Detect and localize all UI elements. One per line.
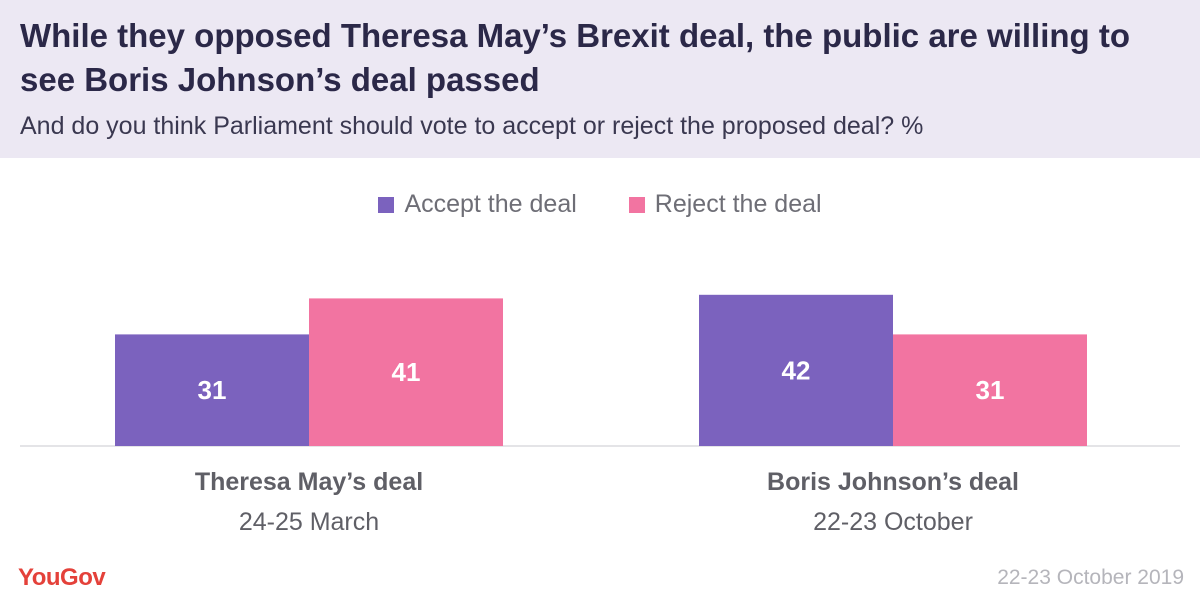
data-label-accept-0: 31	[198, 375, 227, 405]
legend-item-reject: Reject the deal	[628, 190, 822, 219]
category-label-may: Theresa May’s deal	[194, 468, 424, 496]
chart-title: While they opposed Theresa May’s Brexit …	[20, 17, 1131, 98]
legend-label-reject: Reject the deal	[654, 190, 822, 218]
bar-accept-0	[115, 334, 309, 446]
yougov-logo: YouGov	[18, 564, 106, 591]
legend: Accept the deal Reject the deal	[0, 190, 1200, 219]
legend-swatch-reject	[628, 196, 645, 213]
category-label-johnson: Boris Johnson’s deal	[767, 468, 1019, 496]
category-date-johnson: 22-23 October	[813, 508, 973, 536]
legend-label-accept: Accept the deal	[404, 190, 577, 218]
legend-item-accept: Accept the deal	[378, 190, 577, 219]
data-label-reject-0: 41	[392, 357, 421, 387]
bar-reject-1	[893, 334, 1087, 446]
bar-accept-1	[699, 294, 893, 446]
header-band: While they opposed Theresa May’s Brexit …	[0, 0, 1200, 158]
bar-reject-0	[309, 298, 503, 446]
survey-date: 22-23 October 2019	[997, 566, 1184, 589]
legend-swatch-accept	[378, 196, 395, 213]
data-label-reject-1: 31	[976, 375, 1005, 405]
data-label-accept-1: 42	[782, 355, 811, 385]
chart-subtitle: And do you think Parliament should vote …	[20, 112, 924, 140]
category-date-may: 24-25 March	[238, 508, 380, 536]
